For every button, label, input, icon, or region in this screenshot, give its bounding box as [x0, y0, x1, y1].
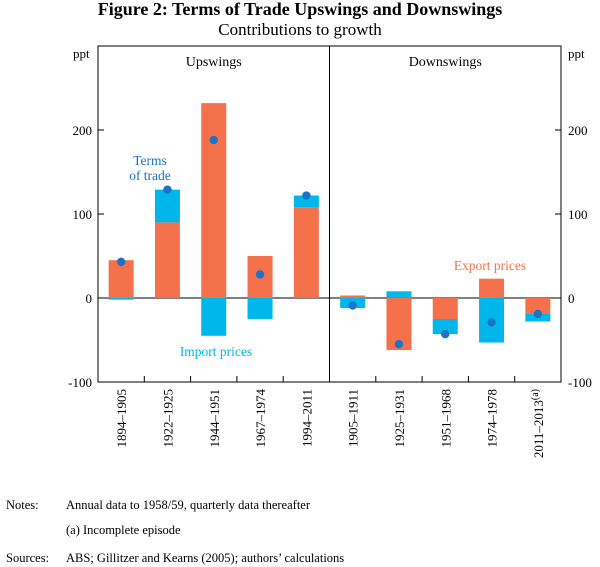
- y-tick-label-right: 0: [568, 291, 575, 306]
- sources-label: Sources:: [6, 551, 50, 565]
- import-prices-bar-3: [247, 298, 273, 319]
- x-tick-label-3: 1967–1974: [253, 389, 268, 448]
- sources-line: Sources: ABS; Gillitzer and Kearns (2005)…: [6, 551, 344, 565]
- terms-of-trade-annotation: Terms: [133, 153, 167, 168]
- import-prices-bar-7: [432, 319, 458, 335]
- y-tick-label-left: 0: [86, 291, 93, 306]
- import-prices-bar-0: [108, 298, 134, 300]
- import-prices-bar-6: [386, 291, 412, 298]
- export-prices-bar-0: [108, 260, 134, 298]
- x-tick-label-text: 2011–2013: [531, 400, 546, 458]
- export-prices-bar-9: [525, 298, 551, 314]
- x-tick-label-4: 1994–2011: [299, 389, 314, 447]
- import-prices-bar-2: [201, 298, 227, 336]
- notes-label: Notes:: [6, 498, 39, 512]
- import-prices-bar-4: [293, 195, 319, 208]
- panel-title-upswings: Upswings: [186, 55, 242, 70]
- y-tick-label-left: 100: [73, 207, 93, 222]
- x-tick-label-7: 1951–1968: [438, 389, 453, 448]
- y-tick-label-right: -100: [568, 375, 592, 390]
- y-tick-label-left: -100: [68, 375, 92, 390]
- notes-line-2: (a) Incomplete episode: [66, 523, 181, 537]
- import-prices-annotation: Import prices: [180, 344, 252, 359]
- terms-of-trade-point-6: [394, 340, 404, 349]
- terms-of-trade-point-0: [116, 257, 126, 267]
- footnote-marker: (a): [530, 389, 541, 400]
- x-tick-label-9: 2011–2013(a): [530, 389, 546, 458]
- x-tick-label-1: 1922–1925: [160, 389, 175, 448]
- panel-title-downswings: Downswings: [409, 55, 482, 70]
- terms-of-trade-point-4: [302, 191, 311, 200]
- export-prices-bar-1: [154, 222, 180, 298]
- y-tick-label-right: 100: [568, 207, 588, 222]
- export-prices-bar-7: [432, 298, 458, 319]
- figure-subtitle: Contributions to growth: [218, 20, 382, 39]
- terms-of-trade-point-5: [348, 301, 357, 310]
- terms-of-trade-point-3: [255, 270, 265, 279]
- export-prices-annotation: Export prices: [454, 258, 526, 273]
- y-axis-label-left: ppt: [73, 46, 90, 61]
- terms-of-trade-point-8: [487, 318, 496, 327]
- terms-of-trade-point-1: [163, 185, 172, 194]
- y-tick-label-left: 200: [73, 123, 93, 138]
- sources-text: ABS; Gillitzer and Kearns (2005); author…: [66, 551, 345, 565]
- y-axis-label-right: ppt: [568, 46, 585, 61]
- import-prices-bar-1: [154, 189, 180, 223]
- export-prices-bar-5: [340, 295, 366, 298]
- notes-line-1: Notes: Annual data to 1958/59, quarterly …: [6, 498, 310, 512]
- x-tick-label-2: 1944–1951: [207, 389, 222, 448]
- terms-of-trade-point-2: [209, 135, 218, 145]
- notes-text-2: (a) Incomplete episode: [66, 523, 181, 537]
- export-prices-bar-4: [293, 207, 319, 298]
- x-tick-label-8: 1974–1978: [485, 389, 500, 448]
- terms-of-trade-annotation: of trade: [129, 168, 171, 183]
- export-prices-bar-8: [479, 278, 505, 298]
- x-tick-label-5: 1905–1911: [346, 389, 361, 447]
- export-prices-bar-2: [201, 103, 227, 299]
- terms-of-trade-point-9: [533, 309, 543, 319]
- figure-title: Figure 2: Terms of Trade Upswings and Do…: [97, 0, 503, 19]
- notes-text-1: Annual data to 1958/59, quarterly data t…: [66, 498, 311, 512]
- y-tick-label-right: 200: [568, 123, 588, 138]
- x-tick-label-0: 1894–1905: [114, 389, 129, 448]
- x-tick-label-6: 1925–1931: [392, 389, 407, 448]
- terms-of-trade-point-7: [441, 329, 450, 339]
